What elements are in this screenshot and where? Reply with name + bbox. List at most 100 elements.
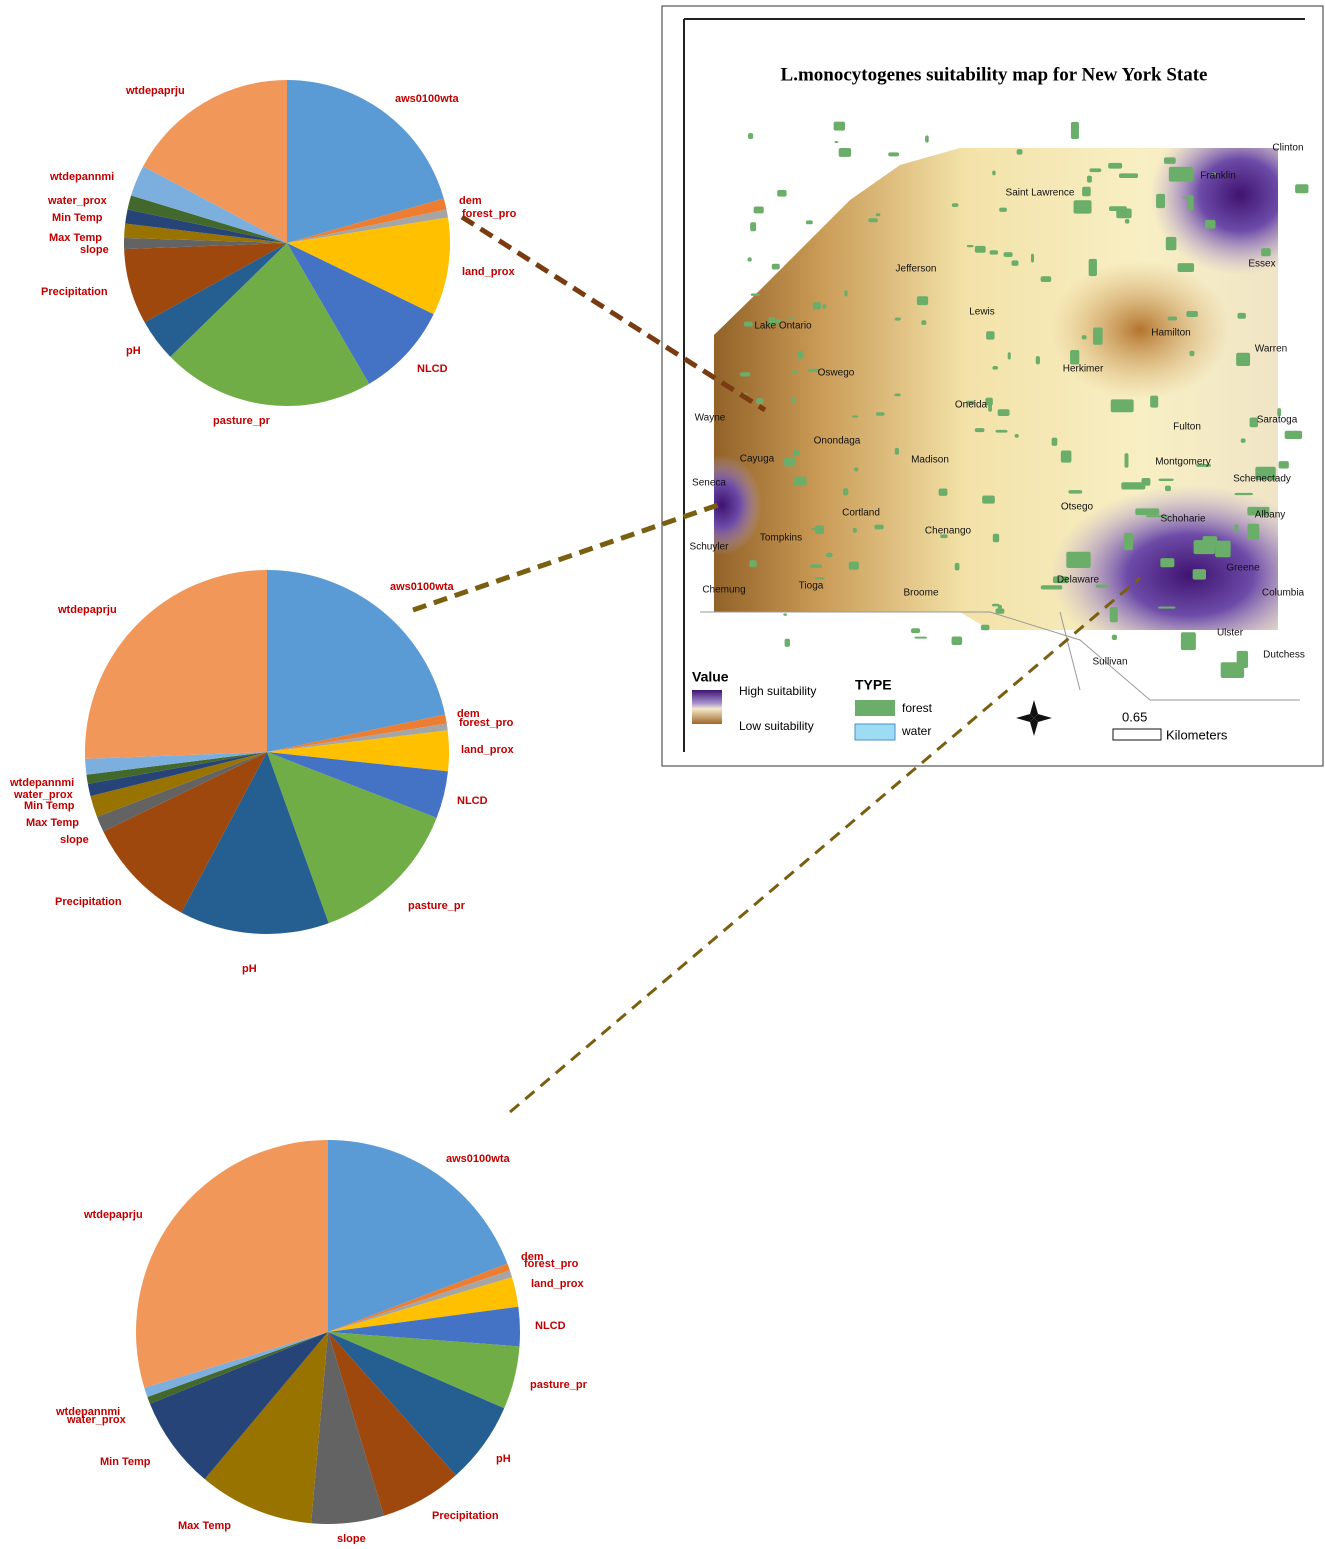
forest-patch [1051, 437, 1058, 446]
forest-patch [1193, 540, 1215, 555]
county-label: Clinton [1272, 143, 1303, 154]
forest-patch [1186, 311, 1198, 318]
forest-patch [1111, 634, 1117, 641]
forest-patch [1255, 466, 1276, 481]
county-label: Tioga [799, 581, 824, 592]
forest-patch [916, 296, 929, 306]
county-label: Saratoga [1257, 415, 1298, 426]
pie-slice [287, 217, 451, 315]
county-label: Sullivan [1092, 657, 1127, 668]
forest-patch [1007, 352, 1011, 360]
connector [412, 502, 719, 613]
pie-slice [311, 1332, 384, 1524]
pie-slice [103, 752, 267, 913]
forest-patch [1164, 485, 1171, 492]
pie-slice [90, 752, 268, 817]
forest-patch [749, 560, 757, 568]
forest-patch [814, 577, 825, 580]
forest-patch [997, 409, 1010, 416]
scale-bar [1112, 728, 1162, 741]
legend-label: Low suitability [739, 719, 814, 733]
county-label: Otsego [1061, 502, 1094, 513]
forest-patch [1278, 461, 1289, 469]
pie-slice [287, 198, 447, 243]
forest-patch [989, 250, 999, 255]
county-label: Columbia [1262, 588, 1305, 599]
forest-patch [791, 370, 799, 374]
forest-patch [914, 636, 927, 639]
legend-swatch [854, 723, 896, 741]
county-label: Dutchess [1263, 650, 1305, 661]
forest-patch [999, 207, 1007, 212]
forest-patch [951, 636, 963, 646]
legend-label: High suitability [739, 684, 816, 698]
county-label: Montgomery [1155, 457, 1211, 468]
forest-patch [894, 393, 901, 397]
forest-patch [1247, 523, 1260, 540]
forest-patch [834, 140, 839, 144]
slice-label: pasture_pr [408, 900, 466, 912]
pie-slice [144, 243, 287, 357]
forest-patch [1156, 193, 1166, 209]
slice-label: land_prox [531, 1278, 584, 1290]
slice-label: aws0100wta [395, 93, 459, 105]
forest-patch [1030, 253, 1035, 263]
county-label: Schenectady [1233, 474, 1291, 485]
slice-label: wtdepaprju [83, 1209, 143, 1221]
forest-patch [995, 429, 1008, 433]
forest-patch [992, 366, 999, 370]
slice-label: Min Temp [52, 212, 103, 224]
slice-label: wtdepannmi [49, 171, 114, 183]
county-label: Onondaga [814, 436, 861, 447]
pie-slice [85, 752, 267, 775]
forest-patch [1068, 490, 1083, 494]
forest-patch [810, 564, 823, 569]
map-title: L.monocytogenes suitability map for New … [781, 64, 1208, 85]
slice-label: pH [496, 1453, 511, 1465]
slice-label: Precipitation [41, 286, 108, 298]
forest-patch [911, 628, 921, 634]
forest-patch [1081, 335, 1087, 340]
pie-slice [267, 714, 447, 752]
pie-slice [125, 209, 288, 243]
county-label: Tompkins [760, 533, 802, 544]
slice-label: pH [126, 345, 141, 357]
legend-title: TYPE [855, 677, 892, 693]
pie-slice [328, 1270, 513, 1332]
slice-label: Min Temp [24, 800, 75, 812]
forest-patch [1249, 417, 1259, 428]
forest-patch [1040, 276, 1052, 282]
legend-label: water [901, 724, 931, 738]
pie-slice [149, 1332, 328, 1480]
legend-title: Value [692, 669, 729, 685]
forest-patch [1011, 260, 1019, 266]
forest-patch [1124, 219, 1130, 224]
forest-patch [826, 552, 833, 558]
slice-label: wtdepaprju [57, 604, 117, 616]
pie-slice [124, 243, 287, 323]
forest-patch [1196, 463, 1211, 467]
forest-patch [852, 415, 859, 418]
forest-patch [1089, 168, 1102, 173]
forest-patch [1086, 175, 1092, 183]
forest-patch [1236, 352, 1251, 367]
forest-patch [1060, 450, 1072, 463]
forest-patch [1165, 236, 1177, 251]
forest-patch [1095, 584, 1109, 588]
pie-slice [287, 80, 444, 243]
pie-slice [328, 1263, 510, 1332]
pie-slice [136, 1140, 328, 1388]
slice-label: water_prox [47, 195, 108, 207]
forest-patch [783, 613, 788, 616]
forest-patch [894, 317, 901, 321]
pie-slice [96, 752, 267, 832]
forest-patch [1168, 166, 1194, 182]
slice-label: Precipitation [55, 896, 122, 908]
county-label: Oneida [955, 400, 988, 411]
forest-patch [1070, 350, 1080, 365]
forest-patch [980, 624, 990, 631]
forest-patch [750, 293, 760, 296]
forest-patch [1215, 540, 1231, 558]
north-arrow [1016, 700, 1052, 736]
forest-patch [793, 450, 800, 456]
